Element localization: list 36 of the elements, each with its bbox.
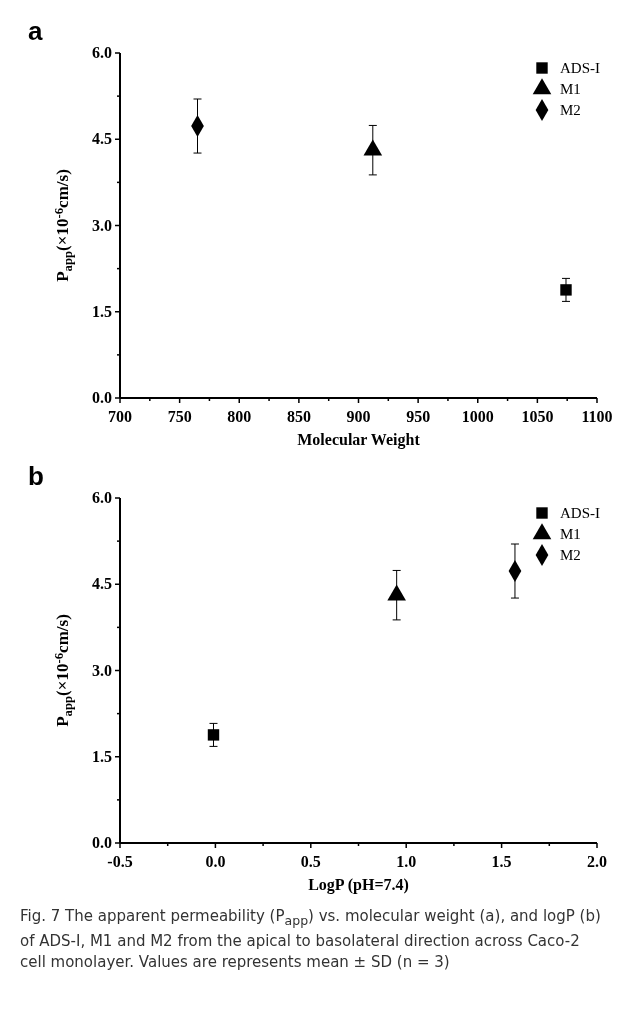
y-tick-label: 1.5 xyxy=(92,747,112,765)
x-tick-label: 1.0 xyxy=(396,853,417,870)
x-tick-label: 2.0 xyxy=(587,853,607,870)
x-tick-label: 850 xyxy=(286,408,311,425)
y-tick-label: 6.0 xyxy=(92,489,112,506)
chart-title: a xyxy=(28,16,43,46)
x-tick-label: 700 xyxy=(108,408,132,425)
x-axis-title: Molecular Weight xyxy=(297,431,421,449)
x-axis-title: LogP (pH=7.4) xyxy=(308,876,409,894)
x-tick-label: -0.5 xyxy=(107,853,133,870)
y-tick-label: 3.0 xyxy=(92,661,112,679)
y-tick-label: 4.5 xyxy=(92,130,112,148)
y-tick-label: 0.0 xyxy=(92,389,112,406)
x-tick-label: 750 xyxy=(167,408,192,425)
y-tick-label: 1.5 xyxy=(92,302,112,320)
x-tick-label: 950 xyxy=(406,408,431,425)
legend-label: M1 xyxy=(560,81,581,97)
y-tick-label: 4.5 xyxy=(92,575,112,593)
x-tick-label: 0.0 xyxy=(205,853,226,870)
x-tick-label: 0.5 xyxy=(300,853,321,870)
legend-label: M1 xyxy=(560,526,581,542)
x-tick-label: 1050 xyxy=(521,408,554,425)
legend-label: ADS-I xyxy=(560,60,600,76)
x-tick-label: 1000 xyxy=(461,408,494,425)
x-tick-label: 900 xyxy=(346,408,371,425)
x-tick-label: 800 xyxy=(227,408,252,425)
legend-label: M2 xyxy=(560,547,581,563)
caption: Fig. 7 The apparent permeability (P$_{app}$) vs. molecular weight (a), and logP (b) of ADS-I, M1 and M2 from the apical to basolateral direction across Caco-2 cell monolayer. Values are represents mean ± SD (n = 3) xyxy=(19,906,602,973)
legend-label: M2 xyxy=(560,102,581,118)
y-tick-label: 0.0 xyxy=(92,834,112,851)
y-tick-label: 3.0 xyxy=(92,216,112,234)
chart-title: b xyxy=(28,461,44,491)
legend-label: ADS-I xyxy=(560,505,600,521)
x-tick-label: 1.5 xyxy=(491,853,512,870)
y-tick-label: 6.0 xyxy=(92,44,112,61)
x-tick-label: 1100 xyxy=(581,408,613,425)
